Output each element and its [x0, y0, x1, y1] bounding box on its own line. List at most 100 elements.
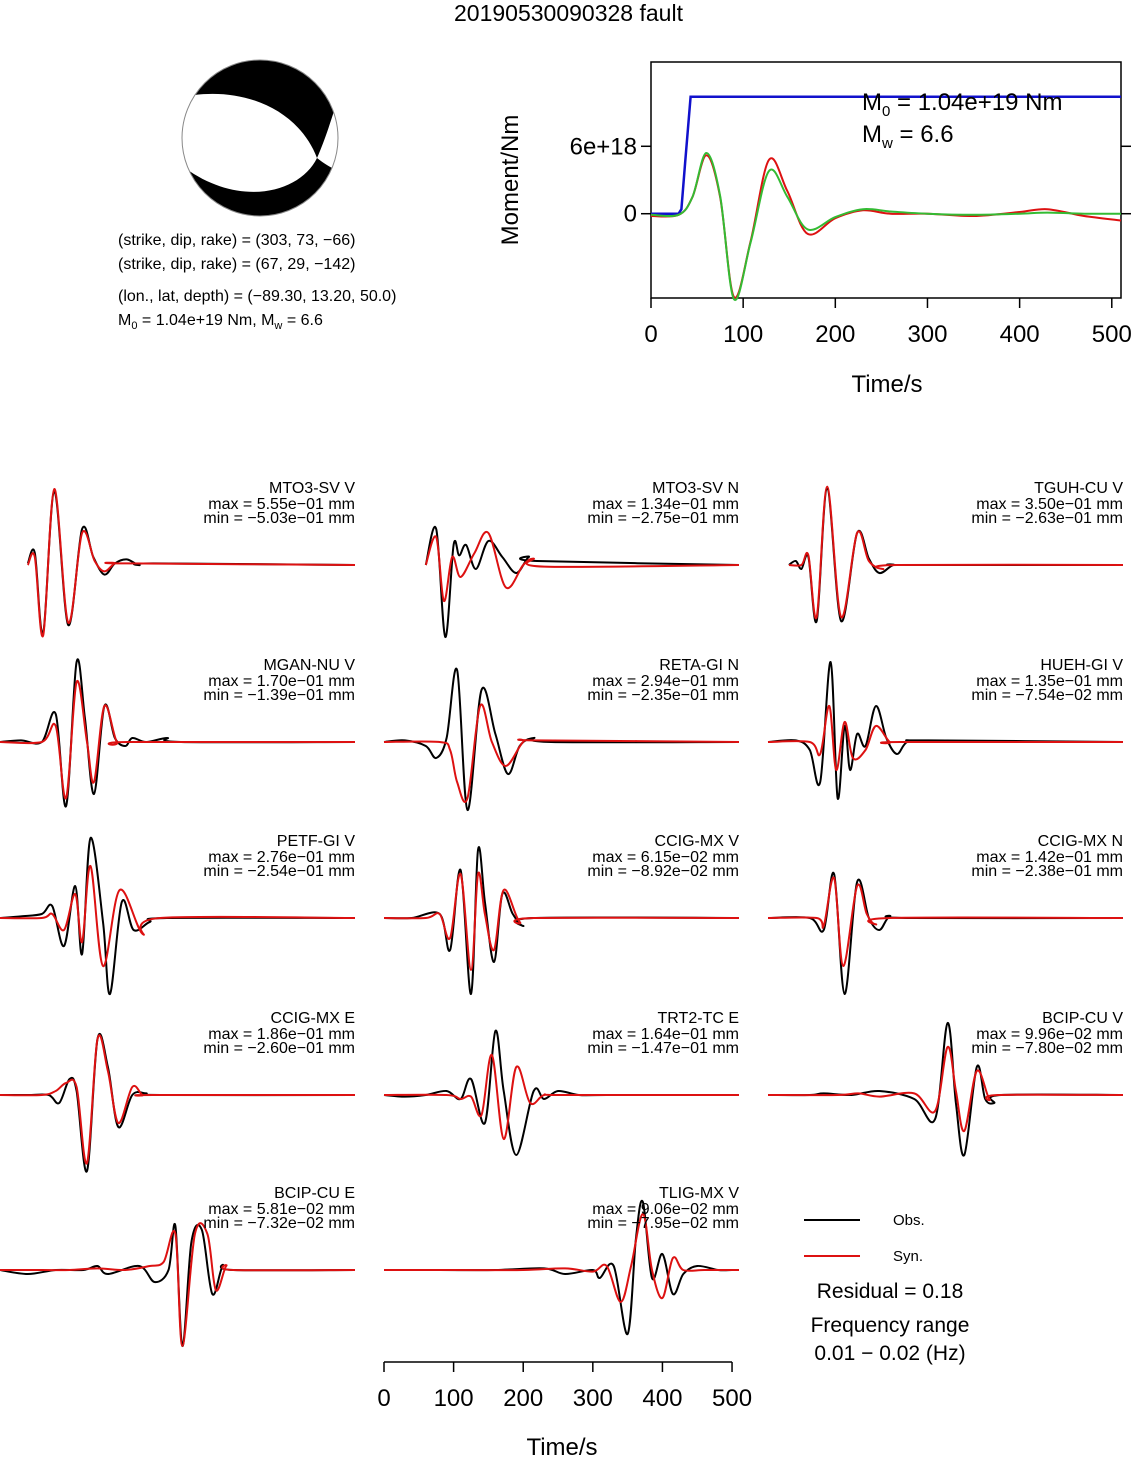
synthetic-trace	[384, 1212, 739, 1304]
hypocenter-location: (lon., lat, depth) = (−89.30, 13.20, 50.…	[118, 288, 397, 305]
amplitude-max: max = 1.34e−01 mm	[592, 496, 739, 513]
amplitude-min: min = −2.60e−01 mm	[203, 1040, 355, 1057]
amplitude-max: max = 2.94e−01 mm	[592, 673, 739, 690]
synthetic-trace	[767, 1045, 1124, 1133]
station-label: CCIG-MX V	[655, 833, 740, 850]
synthetic-trace	[788, 485, 1124, 620]
amplitude-min: min = −8.92e−02 mm	[587, 863, 739, 880]
station-label: TRT2-TC E	[658, 1010, 739, 1027]
amplitude-max: max = 5.81e−02 mm	[208, 1201, 355, 1218]
synthetic-trace	[0, 1222, 356, 1348]
amplitude-min: min = −2.63e−01 mm	[971, 510, 1123, 527]
waveform-xtick-label: 500	[712, 1385, 752, 1412]
waveform-xtick-label: 0	[377, 1385, 390, 1412]
amplitude-min: min = −7.32e−02 mm	[203, 1215, 355, 1232]
waveform-xtick-label: 200	[503, 1385, 543, 1412]
station-label: CCIG-MX E	[271, 1010, 355, 1027]
waveform-xtick-label: 300	[573, 1385, 613, 1412]
amplitude-max: max = 1.42e−01 mm	[976, 849, 1123, 866]
amplitude-max: max = 1.70e−01 mm	[208, 673, 355, 690]
station-label: MTO3-SV N	[652, 480, 739, 497]
amplitude-max: max = 2.76e−01 mm	[208, 849, 355, 866]
amplitude-max: max = 1.35e−01 mm	[976, 673, 1123, 690]
amplitude-max: max = 5.55e−01 mm	[208, 496, 355, 513]
moment-series-cumulative	[651, 95, 1121, 215]
station-label: MTO3-SV V	[269, 480, 355, 497]
station-label: TLIG-MX V	[659, 1185, 739, 1202]
moment-xtick-label: 300	[907, 321, 947, 348]
synthetic-trace	[424, 530, 740, 603]
legend-swatches	[804, 1219, 860, 1257]
synthetic-trace	[26, 487, 356, 638]
observed-trace	[0, 836, 356, 996]
station-label: BCIP-CU V	[1042, 1010, 1123, 1027]
amplitude-min: min = −5.03e−01 mm	[203, 510, 355, 527]
station-label: BCIP-CU E	[274, 1185, 355, 1202]
amplitude-min: min = −7.80e−02 mm	[971, 1040, 1123, 1057]
amplitude-min: min = −7.54e−02 mm	[971, 687, 1123, 704]
station-label: TGUH-CU V	[1034, 480, 1123, 497]
moment-plot-frame	[650, 61, 1122, 299]
observed-trace	[383, 846, 740, 996]
nodal-plane-1: (strike, dip, rake) = (303, 73, −66)	[118, 232, 356, 249]
moment-series-rate_syn	[650, 154, 1122, 299]
moment-xtick-label: 0	[644, 321, 657, 348]
moment-ytick-label: 0	[624, 201, 637, 228]
waveform-xlabel: Time/s	[526, 1434, 597, 1458]
amplitude-min: min = −1.39e−01 mm	[203, 687, 355, 704]
amplitude-max: max = 1.64e−01 mm	[592, 1026, 739, 1043]
frequency-range-value: 0.01 − 0.02 (Hz)	[814, 1342, 966, 1365]
figure-title: 20190530090328 fault	[454, 0, 683, 26]
legend-obs-label: Obs.	[893, 1212, 925, 1229]
station-label: CCIG-MX N	[1038, 833, 1123, 850]
moment-ylabel: Moment/Nm	[497, 115, 524, 246]
moment-xtick-label: 400	[1000, 321, 1040, 348]
amplitude-max: max = 1.86e−01 mm	[208, 1026, 355, 1043]
station-label: PETF-GI V	[277, 833, 356, 850]
observed-trace	[424, 525, 740, 639]
synthetic-trace	[0, 864, 356, 968]
observed-trace	[767, 871, 1124, 996]
amplitude-min: min = −2.75e−01 mm	[587, 510, 739, 527]
station-label: MGAN-NU V	[263, 657, 355, 674]
moment-xlabel: Time/s	[851, 371, 922, 398]
waveform-xtick-label: 100	[434, 1385, 474, 1412]
amplitude-min: min = −7.95e−02 mm	[587, 1215, 739, 1232]
moment-m0-annotation: M0 = 1.04e+19 Nm	[862, 89, 1062, 120]
moment-magnitude-text: M0 = 1.04e+19 Nm, Mw = 6.6	[118, 312, 323, 333]
frequency-range-label: Frequency range	[810, 1314, 970, 1337]
amplitude-min: min = −1.47e−01 mm	[587, 1040, 739, 1057]
waveform-time-axis: 0 100 200 300 400 500	[377, 1361, 752, 1412]
amplitude-max: max = 9.96e−02 mm	[976, 1026, 1123, 1043]
amplitude-min: min = −2.54e−01 mm	[203, 863, 355, 880]
observed-trace	[0, 658, 356, 808]
station-label: RETA-GI N	[659, 657, 739, 674]
waveform-xtick-label: 400	[642, 1385, 682, 1412]
moment-ytick-label: 6e+18	[570, 133, 637, 160]
moment-series-rate_green	[650, 152, 1122, 301]
nodal-plane-2: (strike, dip, rake) = (67, 29, −142)	[118, 256, 356, 273]
synthetic-trace	[767, 704, 1123, 772]
synthetic-trace	[383, 1053, 740, 1141]
station-label: HUEH-GI V	[1040, 657, 1123, 674]
legend-syn-label: Syn.	[893, 1248, 924, 1265]
focal-mechanism-beachball-icon	[181, 59, 339, 217]
residual-value: Residual = 0.18	[816, 1280, 964, 1303]
synthetic-trace	[767, 876, 1124, 968]
moment-mw-annotation: Mw = 6.6	[862, 121, 954, 152]
